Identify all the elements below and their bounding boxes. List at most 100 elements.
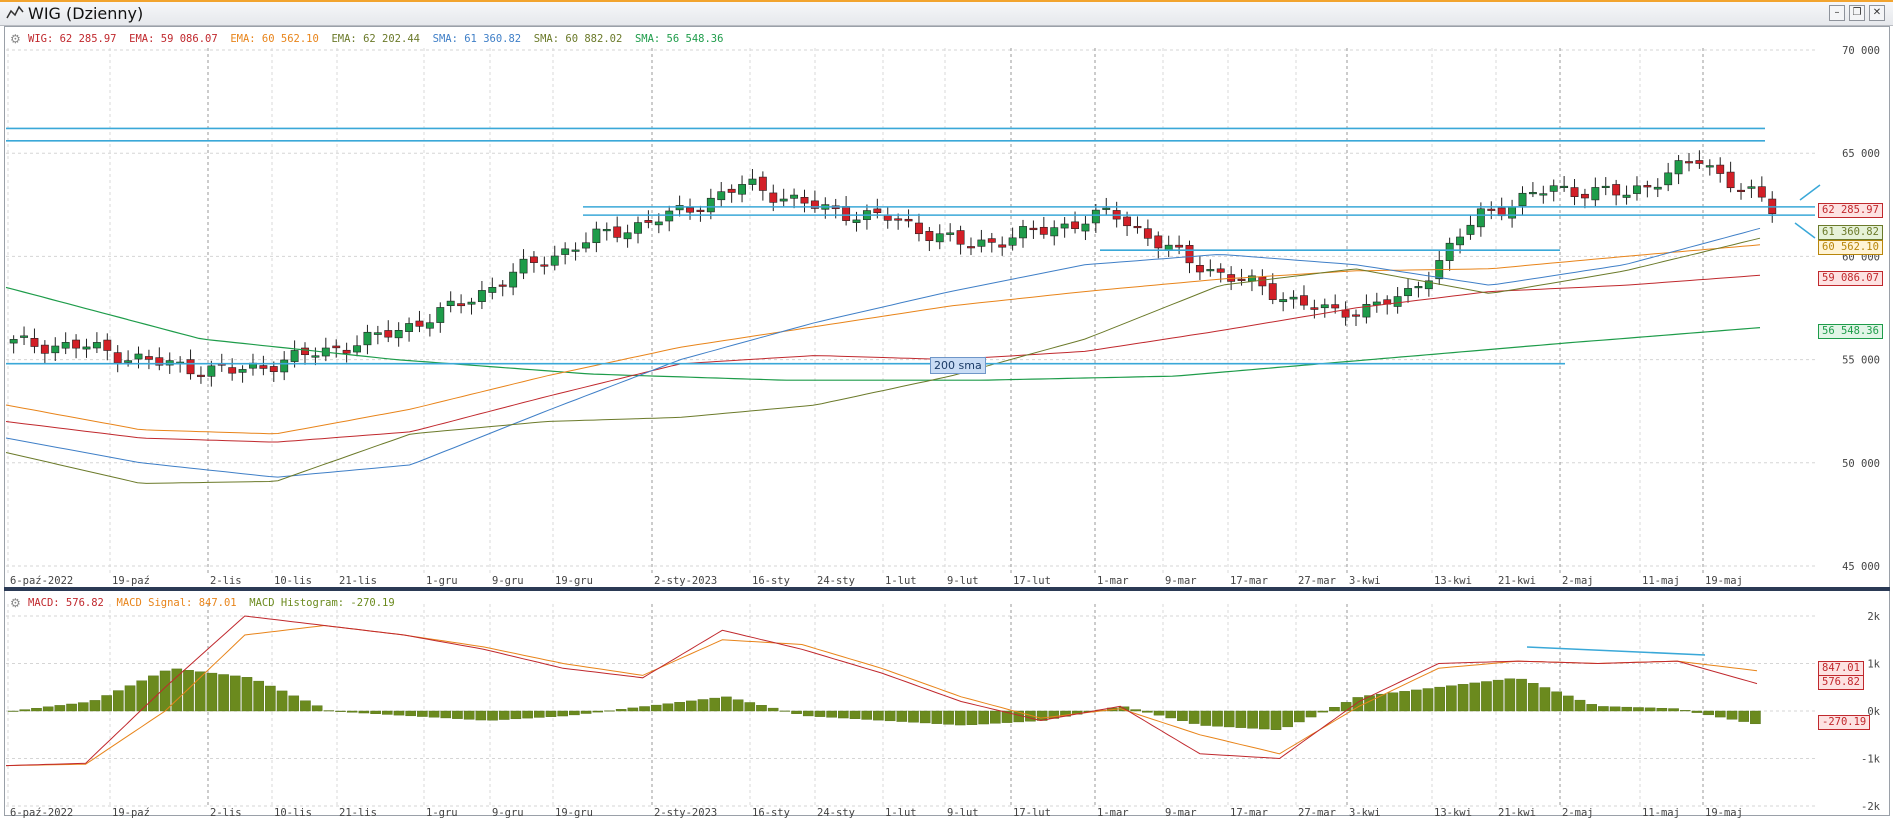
candle	[1341, 309, 1350, 318]
candle	[1737, 189, 1745, 193]
date-label: 19-paź	[112, 575, 150, 587]
candle	[353, 345, 361, 353]
candle	[623, 232, 632, 240]
macd-histogram-bar	[1492, 679, 1504, 712]
minimize-button[interactable]: –	[1829, 5, 1845, 21]
candle	[1008, 237, 1017, 246]
candle	[238, 369, 247, 373]
macd-histogram-bar	[861, 710, 873, 720]
macd-histogram-bar	[1130, 709, 1141, 712]
candle	[727, 188, 736, 193]
macd-histogram-bar	[1633, 707, 1644, 712]
macd-histogram-bar	[802, 710, 814, 717]
price-axis-label: 55 000	[1842, 355, 1880, 367]
macd-histogram-bar	[440, 710, 452, 719]
macd-histogram-bar	[1539, 687, 1551, 712]
candle	[92, 342, 101, 349]
candle	[1154, 235, 1163, 249]
date-label: 17-lut	[1013, 575, 1051, 587]
macd-histogram-bar	[826, 710, 837, 718]
macd-histogram-bar	[206, 672, 218, 712]
macd-histogram-bar	[791, 710, 802, 714]
price-legend-item: SMA: 60 882.02	[533, 33, 635, 45]
pane-divider[interactable]	[4, 587, 1890, 591]
date-label: 17-mar	[1230, 807, 1268, 819]
date-label: 1-mar	[1097, 575, 1129, 587]
candle	[207, 365, 216, 377]
date-label: 11-maj	[1642, 807, 1680, 819]
macd-histogram-bar	[1142, 710, 1153, 713]
macd-histogram-bar	[1434, 686, 1445, 712]
macd-histogram-bar	[522, 710, 533, 719]
candle	[384, 330, 393, 338]
price-axis-label: 50 000	[1842, 458, 1880, 470]
candle	[1404, 288, 1412, 297]
macd-histogram-bar	[300, 700, 311, 712]
macd-settings-icon[interactable]: ⚙	[10, 596, 21, 610]
macd-histogram-bar	[1656, 707, 1668, 712]
candle	[436, 307, 445, 323]
candle	[1050, 227, 1059, 237]
price-legend-item: EMA: 62 202.44	[331, 33, 433, 45]
candle	[748, 178, 757, 185]
macd-histogram-bar	[557, 710, 568, 717]
macd-histogram-bar	[1294, 710, 1305, 723]
date-label: 9-lut	[947, 807, 979, 819]
candle	[1466, 224, 1475, 235]
candle	[1560, 185, 1569, 188]
candle	[113, 352, 122, 364]
candle	[1216, 268, 1225, 273]
macd-histogram-bar	[1235, 710, 1247, 728]
date-label: 3-kwi	[1349, 575, 1381, 587]
candle	[665, 210, 674, 222]
date-label: 9-lut	[947, 575, 979, 587]
date-label: 6-paź-2022	[10, 807, 73, 819]
candle	[1518, 192, 1527, 207]
macd-histogram-bar	[908, 710, 919, 723]
candle	[717, 191, 726, 201]
macd-histogram-bar	[1247, 710, 1258, 729]
macd-value-badge: -270.19	[1818, 715, 1871, 730]
macd-histogram-bar	[370, 710, 381, 714]
close-button[interactable]: ✕	[1869, 5, 1885, 21]
candle	[1664, 172, 1673, 186]
candle	[1726, 171, 1735, 189]
candle	[1019, 226, 1027, 239]
macd-histogram-bar	[1223, 710, 1235, 728]
candle	[1039, 226, 1048, 235]
candle	[457, 303, 466, 307]
candle	[883, 214, 892, 221]
candle	[550, 255, 559, 266]
macd-histogram-bar	[732, 699, 744, 712]
macd-histogram-bar	[767, 707, 779, 712]
candle	[1549, 185, 1558, 192]
macd-histogram-bar	[323, 710, 335, 712]
candle	[1539, 193, 1548, 196]
candle	[529, 256, 538, 263]
restore-button[interactable]: ❐	[1849, 5, 1865, 21]
settings-icon[interactable]: ⚙	[10, 32, 21, 46]
macd-histogram-bar	[276, 690, 288, 712]
macd-histogram-bar	[241, 677, 253, 712]
macd-histogram-bar	[1691, 710, 1703, 713]
candle	[1508, 206, 1517, 219]
macd-histogram-bar	[1001, 710, 1013, 723]
macd-histogram-bar	[709, 697, 720, 712]
macd-histogram-bar	[1329, 707, 1340, 712]
macd-histogram-bar	[1469, 682, 1481, 712]
sma-line-blue	[5, 227, 1761, 478]
candle	[790, 194, 799, 199]
macd-histogram-bar	[42, 706, 54, 712]
candle	[915, 222, 923, 235]
price-axis-label: 65 000	[1842, 148, 1880, 160]
candle	[1643, 185, 1652, 188]
date-label: 1-lut	[885, 807, 917, 819]
macd-histogram-bar	[1188, 710, 1200, 724]
macd-histogram-bar	[1200, 710, 1212, 726]
price-value-badge: 62 285.97	[1818, 203, 1883, 218]
macd-histogram-bar	[756, 705, 767, 712]
date-label: 27-mar	[1298, 575, 1336, 587]
candle	[592, 228, 601, 244]
candle	[1747, 186, 1756, 189]
